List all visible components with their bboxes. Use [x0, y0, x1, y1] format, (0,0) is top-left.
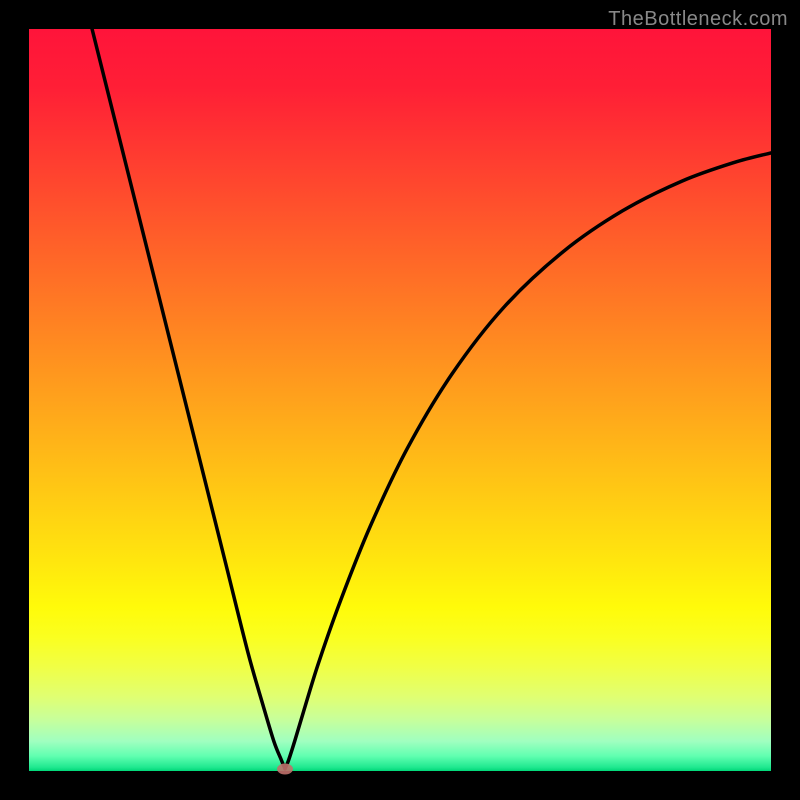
chart-plot-area	[29, 29, 771, 771]
optimal-point-marker	[277, 763, 293, 774]
bottleneck-curve	[29, 29, 771, 771]
watermark-text: TheBottleneck.com	[608, 8, 788, 31]
curve-path	[92, 29, 771, 769]
